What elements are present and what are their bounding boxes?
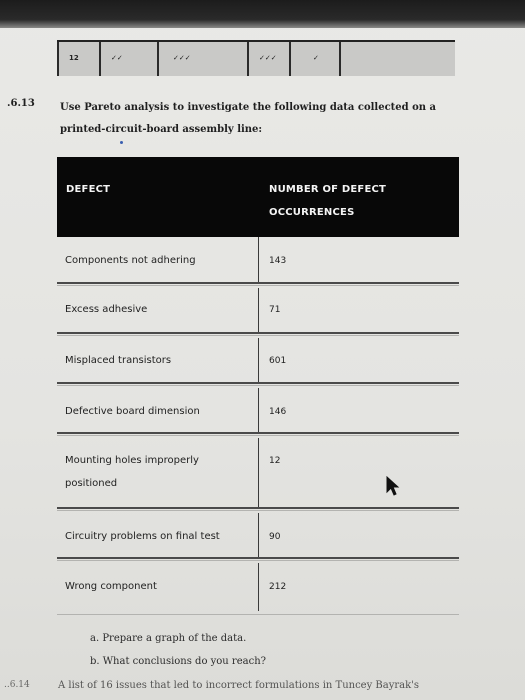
top-dark-edge <box>0 0 525 28</box>
mouse-pointer-icon <box>386 476 400 496</box>
table-row: Mounting holes improperly positioned 12 <box>57 438 459 511</box>
strip-cell-text: ✓ <box>313 54 319 62</box>
table-header: DEFECT NUMBER OF DEFECT OCCURRENCES <box>57 157 459 237</box>
defect-cell: Circuitry problems on final test <box>65 531 220 542</box>
defect-cell: Misplaced transistors <box>65 355 172 366</box>
strip-cell: ✓✓✓ <box>247 42 291 76</box>
count-cell: 143 <box>269 256 287 266</box>
strip-cell-text: ✓✓✓ <box>259 54 277 62</box>
next-problem-number: ..6.14 <box>4 680 30 690</box>
defect-cell: Excess adhesive <box>65 304 148 315</box>
column-divider <box>258 438 259 507</box>
defect-cell-line1: Mounting holes improperly <box>65 455 199 466</box>
count-cell: 601 <box>269 356 287 366</box>
count-cell: 71 <box>269 305 281 315</box>
strip-cell-text: ✓✓ <box>111 54 123 62</box>
problem-text-line2: printed-circuit-board assembly line: <box>60 124 263 135</box>
previous-table-strip: 12 ✓✓ ✓✓✓ ✓✓✓ ✓ <box>57 40 455 76</box>
strip-cell: 12 <box>57 42 101 76</box>
table-row: Defective board dimension 146 <box>57 388 459 436</box>
strip-cell: ✓ <box>289 42 341 76</box>
strip-cell <box>339 42 457 76</box>
table-row: Misplaced transistors 601 <box>57 338 459 386</box>
count-cell: 12 <box>269 456 281 466</box>
strip-cell: ✓✓ <box>99 42 159 76</box>
header-occurrences-line2: OCCURRENCES <box>269 207 355 218</box>
count-cell: 90 <box>269 532 281 542</box>
header-defect: DEFECT <box>66 184 111 195</box>
column-divider <box>258 513 259 557</box>
table-row: Circuitry problems on final test 90 <box>57 513 459 561</box>
strip-cell: ✓✓✓ <box>157 42 249 76</box>
defect-cell: Wrong component <box>65 581 157 592</box>
count-cell: 212 <box>269 582 287 592</box>
question-b: b. What conclusions do you reach? <box>90 656 266 667</box>
problem-statement: Use Pareto analysis to investigate the f… <box>60 97 460 141</box>
strip-cell-text: ✓✓✓ <box>173 54 191 62</box>
defect-cell: Defective board dimension <box>65 406 200 417</box>
column-divider <box>258 237 259 282</box>
question-a: a. Prepare a graph of the data. <box>90 633 247 644</box>
header-occurrences-line1: NUMBER OF DEFECT <box>269 184 387 195</box>
problem-number: .6.13 <box>7 98 35 109</box>
table-row: Excess adhesive 71 <box>57 288 459 336</box>
defect-cell-line2: positioned <box>65 478 118 489</box>
defect-cell: Components not adhering <box>65 255 196 266</box>
count-cell: 146 <box>269 407 287 417</box>
problem-text-line1: Use Pareto analysis to investigate the f… <box>60 102 437 113</box>
table-row: Wrong component 212 <box>57 563 459 615</box>
column-divider <box>258 338 259 382</box>
table-row: Components not adhering 143 <box>57 237 459 286</box>
strip-cell-text: 12 <box>69 54 79 62</box>
defect-table: DEFECT NUMBER OF DEFECT OCCURRENCES Comp… <box>57 157 459 615</box>
next-problem-text: A list of 16 issues that led to incorrec… <box>58 680 420 691</box>
column-divider <box>258 563 259 611</box>
column-divider <box>258 288 259 332</box>
column-divider <box>258 388 259 432</box>
ink-dot <box>120 141 123 144</box>
